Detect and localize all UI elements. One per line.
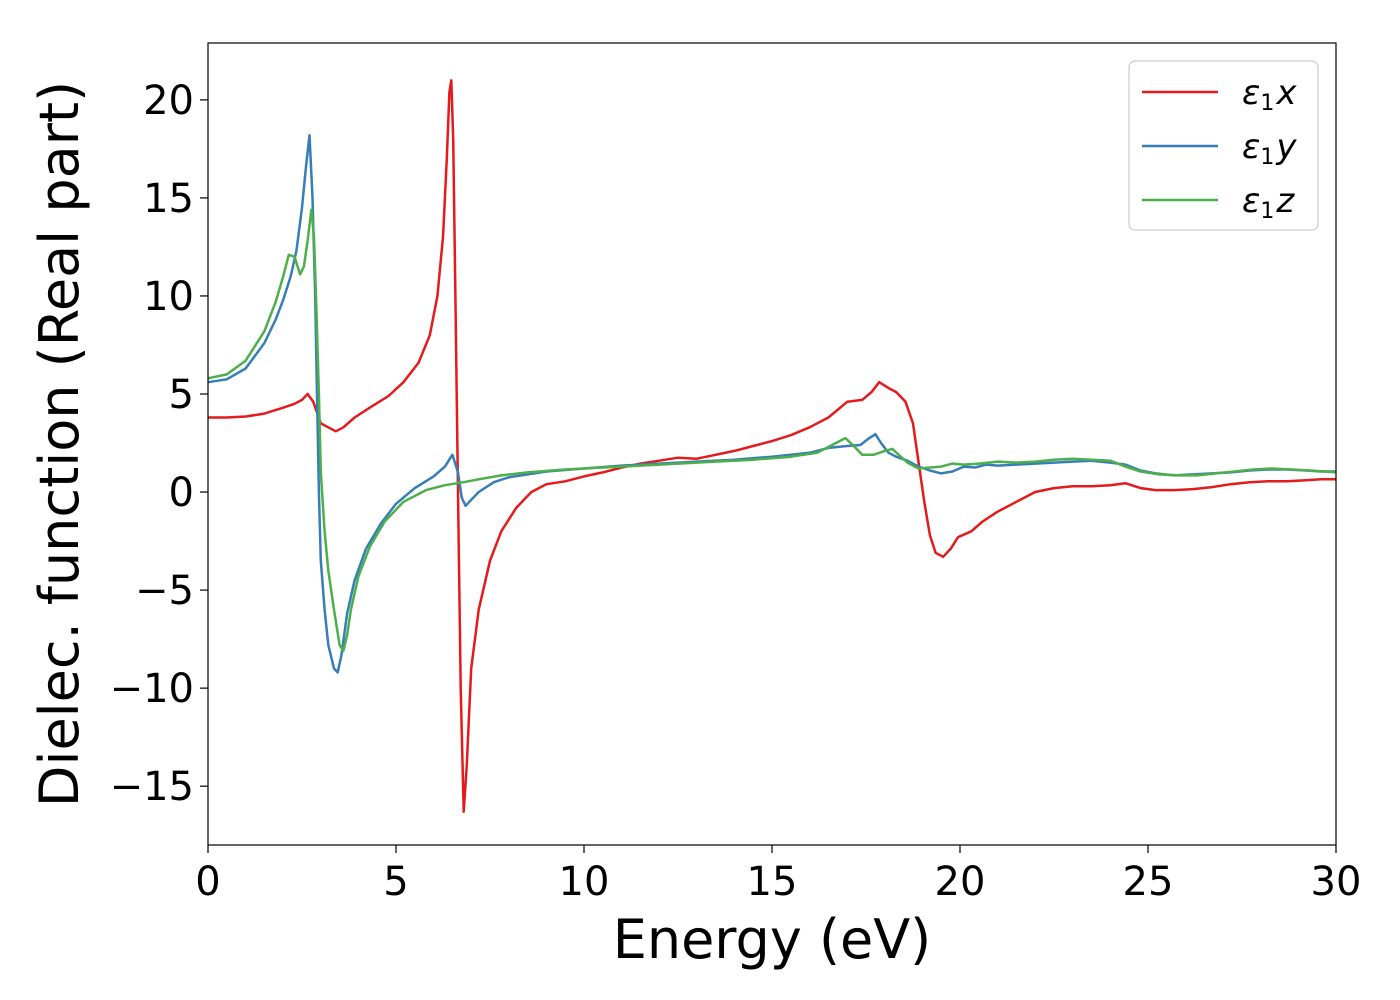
x-axis-label: Energy (eV) <box>613 908 932 971</box>
legend-label-x: ε1x <box>1242 73 1297 116</box>
series-line-x <box>208 79 1336 813</box>
legend: ε1x ε1y ε1z <box>1128 60 1319 231</box>
y-tick-label: −5 <box>135 568 194 614</box>
y-tick-label: 15 <box>143 176 194 222</box>
ticks-layer: 0 5 10 15 20 25 30 −15 −10 −5 0 5 10 15 20 <box>110 78 1362 905</box>
x-tick-label: 15 <box>747 859 798 905</box>
x-tick-label: 5 <box>383 859 408 905</box>
y-axis-label: Dielec. function (Real part) <box>28 81 91 807</box>
y-tick-label: 20 <box>143 78 194 124</box>
x-tick-label: 25 <box>1123 859 1174 905</box>
y-tick-label: 10 <box>143 274 194 320</box>
y-tick-label: 0 <box>169 470 194 516</box>
x-tick-label: 20 <box>935 859 986 905</box>
x-tick-label: 10 <box>559 859 610 905</box>
legend-label-y: ε1y <box>1242 127 1297 170</box>
legend-box <box>1128 60 1319 231</box>
y-tick-label: 5 <box>169 372 194 418</box>
y-tick-label: −10 <box>110 666 194 712</box>
series-layer <box>207 79 1337 813</box>
x-tick-label: 30 <box>1311 859 1362 905</box>
x-tick-label: 0 <box>195 859 220 905</box>
y-tick-label: −15 <box>110 764 194 810</box>
legend-label-z: ε1z <box>1242 181 1295 224</box>
series-line-z <box>207 208 1337 653</box>
